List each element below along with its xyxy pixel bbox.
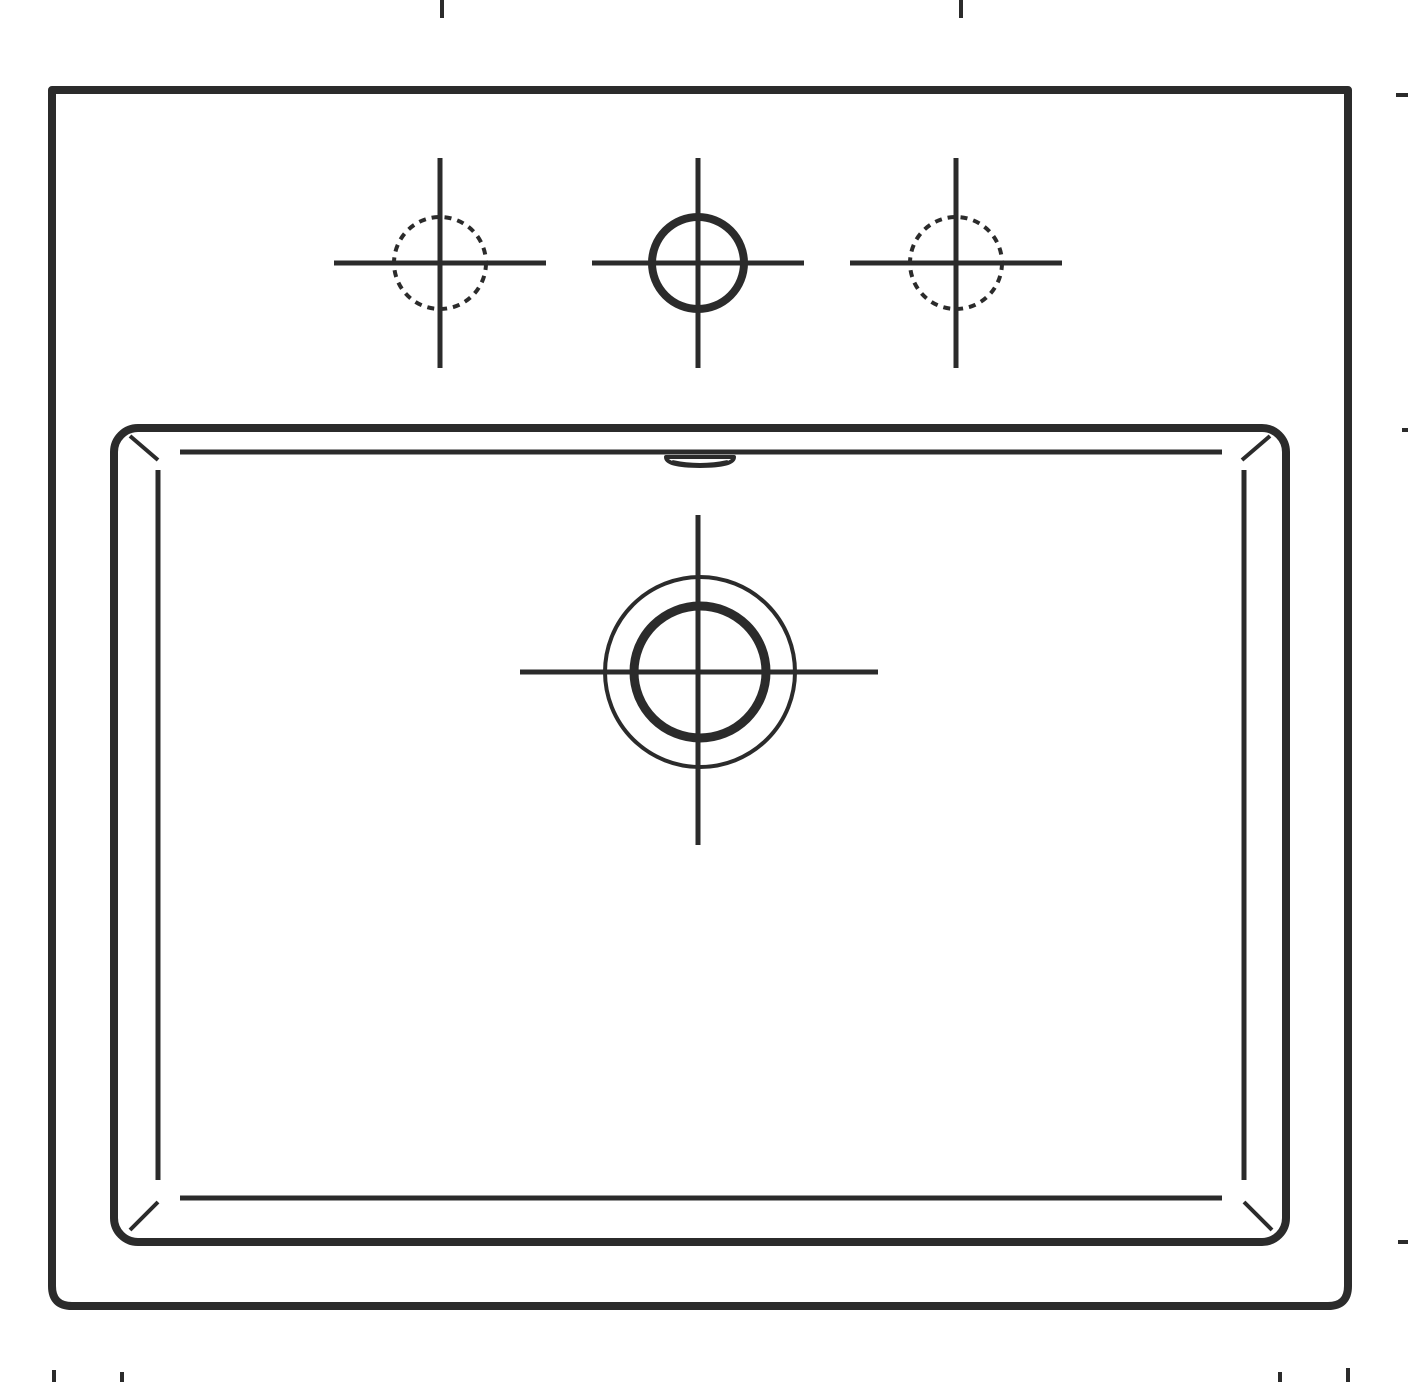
corner-line-bottom-right: [1242, 1200, 1274, 1232]
tap-hole-left: [334, 158, 546, 368]
overflow-slot: [664, 455, 736, 468]
corner-line-bottom-left: [128, 1200, 160, 1232]
tap-hole-center: [592, 158, 804, 368]
tap-hole-right: [850, 158, 1062, 368]
basin-outer-rim: [48, 86, 1352, 1310]
overflow-slot-arc: [671, 460, 729, 467]
corner-line-top-right: [1240, 434, 1272, 462]
bottom-dimension-ticks: [52, 1368, 1350, 1382]
top-dimension-ticks: [440, 0, 963, 18]
corner-line-top-left: [128, 434, 160, 462]
bowl-outer-edge: [110, 424, 1290, 1246]
drain: [520, 515, 878, 845]
bowl-inner-edge: [155, 449, 1247, 1201]
right-dimension-ticks: [1396, 93, 1408, 1244]
bowl-corner-lines: [128, 434, 1274, 1232]
